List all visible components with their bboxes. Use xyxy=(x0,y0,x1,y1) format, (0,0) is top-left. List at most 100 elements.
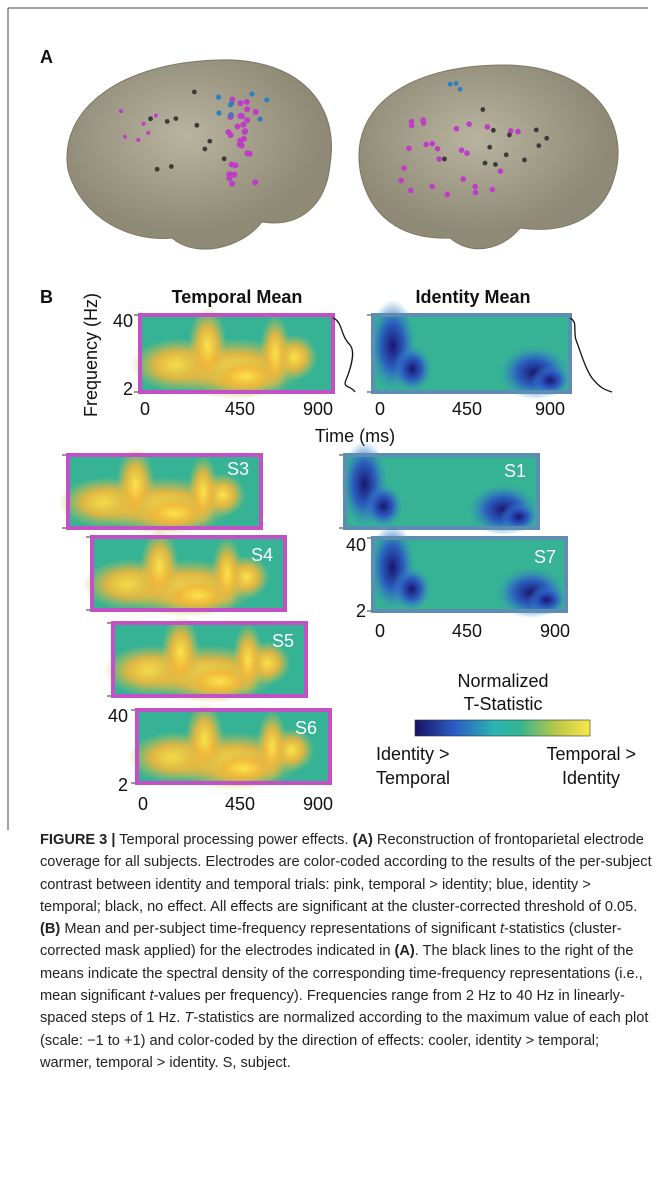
y-tick-label: 2 xyxy=(118,775,128,795)
x-tick-label: 900 xyxy=(303,794,333,814)
colorbar-title: T-Statistic xyxy=(463,694,542,714)
colorbar-end-label: Identity xyxy=(562,768,620,788)
brain-left xyxy=(66,59,332,250)
spectrogram-border xyxy=(371,313,572,394)
electrode xyxy=(493,161,498,167)
spectrogram xyxy=(367,523,568,619)
spectrogram-border xyxy=(371,536,568,613)
caption-ref: (A) xyxy=(352,832,373,848)
spectrogram-blob xyxy=(187,455,219,528)
electrode xyxy=(153,113,158,118)
caption-text: . The black lines to the right of the me… xyxy=(40,943,643,1005)
electrode xyxy=(444,191,451,198)
colorbar-end-label: Temporal xyxy=(376,768,450,788)
panel-label: B xyxy=(40,287,53,307)
spectrogram-blob xyxy=(259,315,291,392)
electrode xyxy=(229,180,236,187)
spectrogram-blob xyxy=(392,345,433,392)
spectrogram-border xyxy=(66,453,263,530)
electrode xyxy=(453,80,459,86)
electrode xyxy=(458,147,465,153)
caption-italic: t xyxy=(149,988,154,1005)
spectrogram-blob xyxy=(530,365,570,396)
electrode xyxy=(240,135,247,142)
spectrogram-border xyxy=(138,313,335,394)
x-axis-label: Time (ms) xyxy=(315,426,395,446)
electrode xyxy=(507,128,514,134)
subject-label: S4 xyxy=(251,545,273,565)
spectrogram-blob xyxy=(499,502,538,532)
electrode xyxy=(460,176,466,182)
electrode xyxy=(436,156,442,162)
colorbar xyxy=(414,719,591,737)
electrode xyxy=(207,138,213,144)
x-tick-label: 0 xyxy=(375,399,385,419)
electrode xyxy=(429,183,435,190)
x-tick-label: 0 xyxy=(375,621,385,641)
electrode xyxy=(484,124,491,130)
spectrogram-border xyxy=(90,535,287,612)
colorbar-end-label: Temporal > xyxy=(546,744,636,764)
colorbar-end-label: Identity > xyxy=(376,744,450,764)
spectrogram xyxy=(103,615,308,704)
caption-text: -statistics are normalized according to … xyxy=(40,1010,649,1071)
subject-label: S6 xyxy=(295,718,317,738)
electrode xyxy=(221,156,227,162)
electrode xyxy=(490,127,496,133)
spectrogram-blob xyxy=(256,710,288,783)
y-tick-label: 40 xyxy=(108,706,128,726)
electrode xyxy=(401,165,407,171)
spectrogram-border xyxy=(343,453,540,530)
subject-label: S3 xyxy=(227,459,249,479)
spectrogram-border xyxy=(111,621,308,698)
caption-text: Temporal processing power effects. xyxy=(115,832,353,848)
electrode xyxy=(536,143,542,149)
electrode xyxy=(252,179,259,186)
electrode xyxy=(487,144,493,150)
caption-ref: (A) xyxy=(394,943,415,960)
spectral-density-line xyxy=(332,317,356,393)
electrode xyxy=(240,121,247,128)
spectrogram-blob xyxy=(527,585,566,615)
spectrogram-blob xyxy=(211,537,243,610)
spectrogram-border xyxy=(135,708,332,785)
y-tick-label: 40 xyxy=(346,535,366,555)
panel-label: A xyxy=(40,47,53,67)
electrode xyxy=(215,94,222,100)
y-axis-label: Frequency (Hz) xyxy=(81,293,101,417)
electrode xyxy=(408,122,415,129)
electrode xyxy=(472,183,478,190)
electrode xyxy=(216,110,222,116)
electrode xyxy=(497,168,504,174)
spectrogram-blob xyxy=(188,307,227,385)
caption-label: FIGURE 3 | xyxy=(40,832,116,848)
caption-text: -statistics (cluster-corrected mask appl… xyxy=(40,921,622,960)
subject-label: S5 xyxy=(272,631,294,651)
x-tick-label: 900 xyxy=(303,399,333,419)
electrode xyxy=(264,97,270,103)
y-tick-label: 2 xyxy=(356,601,366,621)
electrode xyxy=(408,187,414,194)
spectrogram-blob xyxy=(140,529,179,603)
electrode xyxy=(236,141,243,148)
figure: A B Temporal Mean Identity Mean Frequenc… xyxy=(7,7,648,830)
electrode xyxy=(457,86,463,92)
plot-title: Temporal Mean xyxy=(172,287,303,307)
electrode xyxy=(464,150,470,156)
electrode xyxy=(244,150,251,157)
electrode xyxy=(237,100,244,107)
spectrogram xyxy=(367,299,572,400)
electrode xyxy=(118,109,123,114)
subject-label: S1 xyxy=(504,461,526,481)
caption-ref: (B) xyxy=(40,921,61,938)
subject-label: S7 xyxy=(534,547,556,567)
electrode xyxy=(231,171,238,178)
electrode xyxy=(228,100,235,106)
electrode xyxy=(243,98,250,105)
spectrogram-blob xyxy=(161,615,200,689)
electrode xyxy=(398,177,404,184)
caption-text: Mean and per-subject time-frequency repr… xyxy=(60,921,500,938)
x-tick-label: 0 xyxy=(138,794,148,814)
